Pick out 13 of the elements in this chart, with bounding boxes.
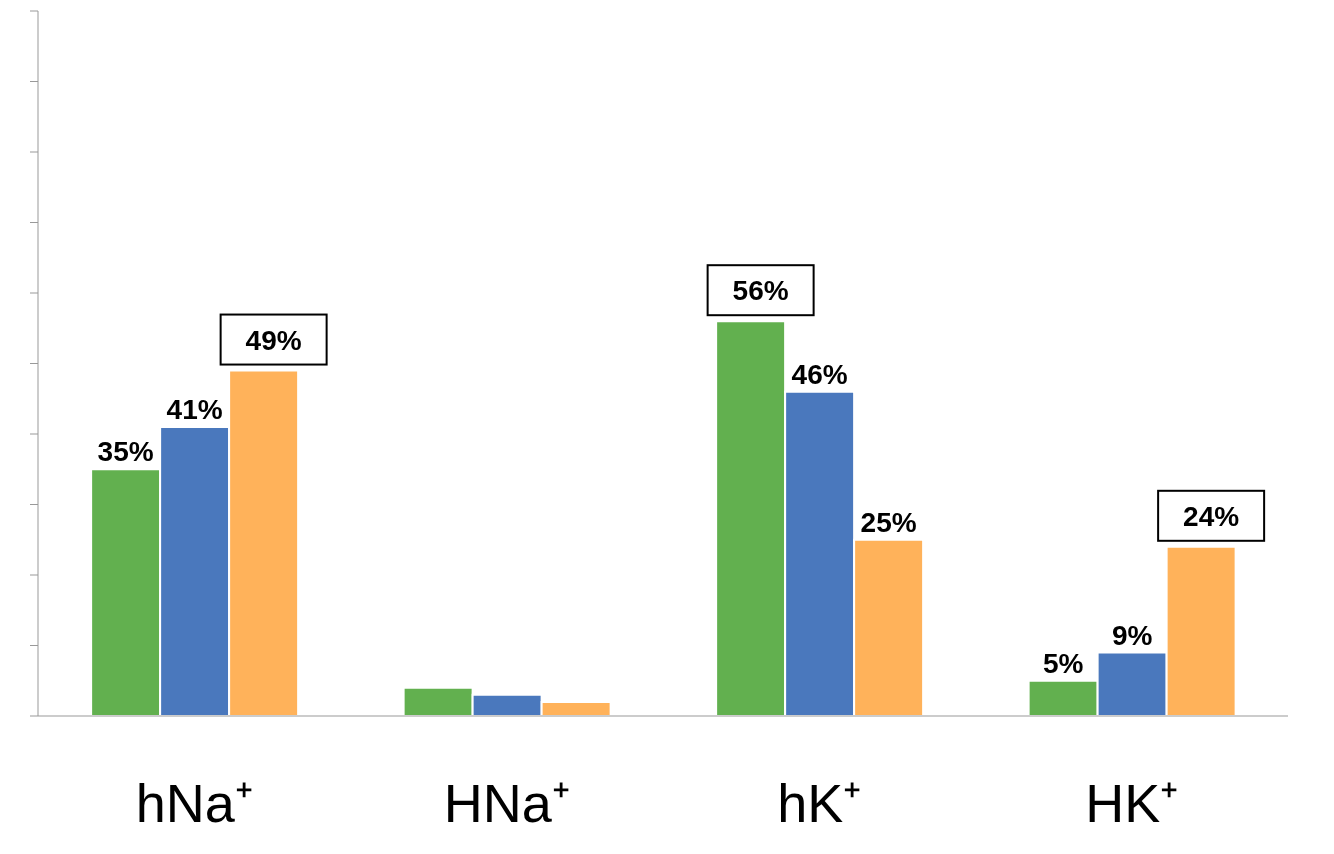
data-label: 5%: [1042, 647, 1084, 679]
data-label: 9%: [1111, 619, 1153, 651]
x-tick-label: HK⁺: [1085, 773, 1179, 834]
data-label: 25%: [860, 506, 917, 538]
data-label: 24%: [1183, 500, 1240, 532]
data-label: 35%: [97, 436, 154, 468]
x-tick-label: HNa⁺: [443, 773, 570, 834]
data-label: 49%: [245, 324, 302, 356]
x-tick-label: hK⁺: [777, 773, 862, 834]
data-label: 46%: [791, 358, 848, 390]
x-tick-label: hNa⁺: [135, 773, 253, 834]
data-label: 41%: [166, 393, 223, 425]
data-label: 56%: [732, 275, 789, 307]
